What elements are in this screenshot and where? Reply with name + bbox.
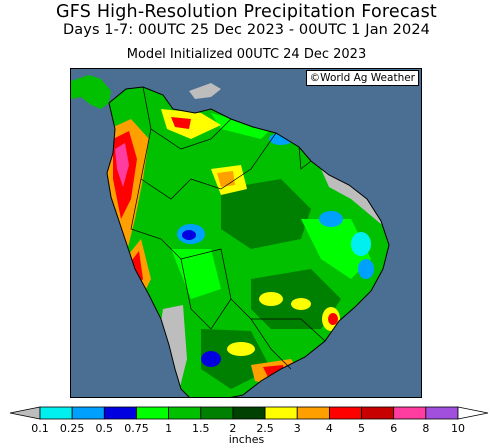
colorbar-swatch (168, 406, 202, 420)
colorbar-arrow-high (457, 406, 489, 420)
colorbar-tick-label: 2 (229, 422, 237, 435)
map-title: GFS High-Resolution Precipitation Foreca… (56, 2, 437, 22)
colorbar-tick-label: 3 (293, 422, 301, 435)
colorbar-tick-label: 4 (325, 422, 333, 435)
central-america (71, 75, 111, 109)
colorbar (9, 406, 489, 420)
caribbean-island (189, 83, 221, 99)
colorbar-tick-label: 1.5 (192, 422, 210, 435)
model-initialized: Model Initialized 00UTC 24 Dec 2023 (126, 47, 367, 62)
colorbar-swatch (296, 406, 330, 420)
colorbar-swatch (361, 406, 395, 420)
colorbar-tick-label: 8 (422, 422, 430, 435)
country-borders (130, 86, 326, 370)
colorbar-arrow-low (9, 406, 41, 420)
colorbar-swatch (39, 406, 73, 420)
colorbar-tick-label: 6 (390, 422, 398, 435)
colorbar-tick-label: 5 (358, 422, 366, 435)
colorbar-units: inches (228, 433, 265, 446)
colorbar-swatch (264, 406, 298, 420)
colorbar-tick-label: 10 (451, 422, 465, 435)
colorbar-swatch (393, 406, 427, 420)
colorbar-tick-label: 0.75 (124, 422, 149, 435)
forecast-period: Days 1-7: 00UTC 25 Dec 2023 - 00UTC 1 Ja… (63, 22, 430, 38)
colorbar-swatch (232, 406, 266, 420)
colorbar-swatch (71, 406, 105, 420)
colorbar-tick-label: 2.5 (256, 422, 274, 435)
precipitation-map: ©World Ag Weather (70, 68, 422, 398)
colorbar-tick-label: 0.25 (59, 422, 85, 435)
colorbar-tick-label: 0.5 (95, 422, 114, 435)
map-canvas (71, 69, 421, 397)
colorbar-tick-label: 1 (165, 422, 173, 435)
colorbar-swatch (103, 406, 137, 420)
colorbar-swatch (425, 406, 459, 420)
colorbar-swatch (136, 406, 170, 420)
credit-label: ©World Ag Weather (305, 70, 419, 86)
colorbar-tick-label: 0.1 (31, 422, 49, 435)
colorbar-swatch (200, 406, 234, 420)
colorbar-swatch (328, 406, 362, 420)
coastline (106, 86, 390, 397)
